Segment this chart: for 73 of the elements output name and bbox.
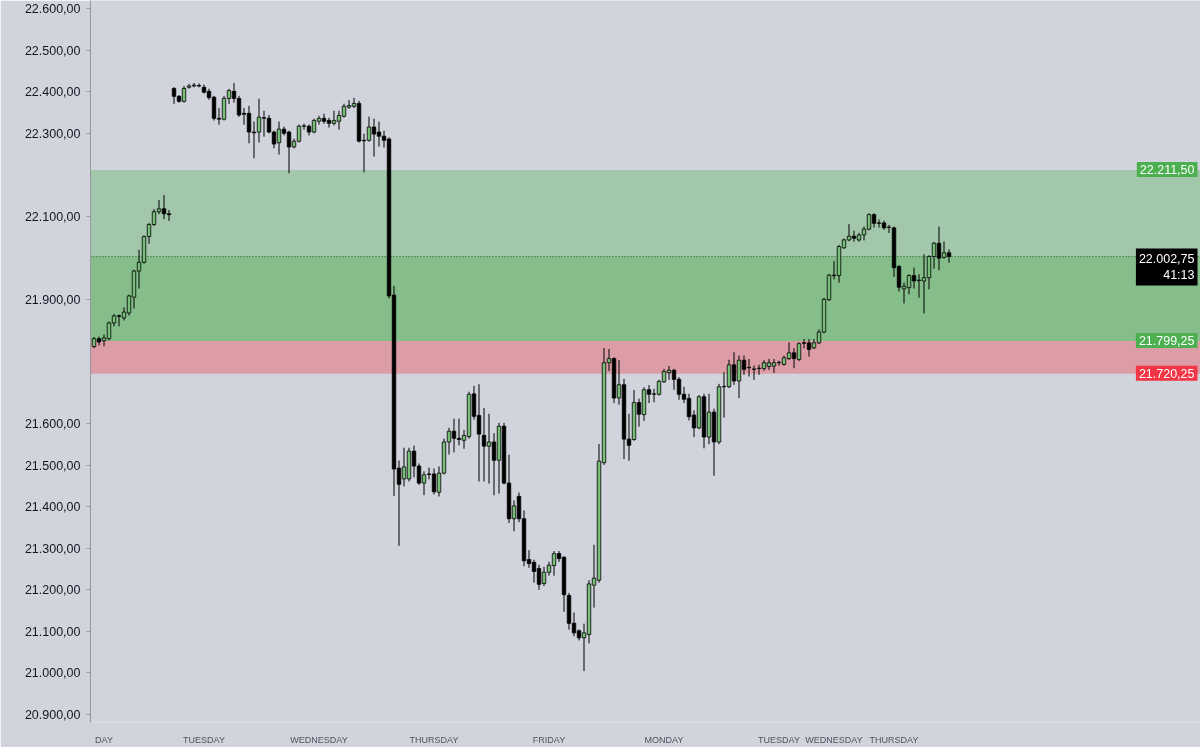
y-tick-label: 22.400,00 — [24, 85, 81, 100]
band-label: 21.799,25 — [1138, 334, 1195, 349]
x-tick-label: WEDNESDAY — [290, 734, 348, 745]
candlestick — [306, 124, 312, 136]
candlestick — [771, 358, 777, 373]
ref-line-label: 22.002,75 41:13 — [1138, 251, 1195, 283]
candlestick — [731, 352, 737, 385]
candlestick — [261, 110, 267, 137]
candlestick — [171, 87, 177, 104]
x-tick-label: TUESDAY — [183, 734, 225, 745]
candlestick — [186, 83, 192, 89]
y-tick-label: 21.400,00 — [24, 500, 81, 515]
candlestick — [476, 384, 482, 482]
y-tick-label: 22.300,00 — [24, 126, 81, 141]
x-tick-label: MONDAY — [644, 734, 684, 745]
candlestick — [96, 336, 102, 346]
y-tick-label: 22.600,00 — [24, 2, 81, 17]
candlestick — [551, 551, 557, 576]
band-label: 22.211,50 — [1139, 163, 1195, 177]
candlestick — [536, 564, 542, 590]
y-tick-label: 21.600,00 — [24, 417, 81, 432]
x-tick-label: THURSDAY — [409, 734, 459, 745]
y-tick-label: 21.900,00 — [24, 292, 81, 307]
candlestick — [936, 226, 942, 271]
candlestick — [806, 339, 812, 357]
y-tick-label: 21.300,00 — [24, 541, 81, 556]
x-tick-label: WEDNESDAY — [805, 734, 863, 745]
y-tick-label: 21.100,00 — [24, 624, 81, 639]
candlestick — [246, 105, 252, 144]
x-tick-label: THURSDAY — [869, 734, 919, 745]
candlestick — [431, 468, 437, 495]
y-tick-label: 21.000,00 — [24, 666, 81, 681]
x-tick-label: DAY — [95, 734, 113, 745]
y-tick-label: 21.200,00 — [24, 583, 81, 598]
candlestick — [371, 118, 377, 157]
candlestick — [531, 559, 537, 583]
candlestick — [336, 110, 342, 130]
candlestick — [451, 418, 457, 453]
candlestick — [851, 230, 857, 242]
candlestick — [481, 407, 487, 482]
candlestick — [756, 364, 762, 375]
y-tick-label: 22.500,00 — [24, 43, 81, 58]
candlestick — [541, 566, 547, 587]
candlestick — [331, 110, 337, 126]
candlestick — [911, 267, 917, 289]
y-tick-label: 20.900,00 — [24, 707, 81, 722]
candlestick — [201, 84, 207, 94]
x-tick-label: FRIDAY — [532, 734, 566, 745]
candlestick — [486, 413, 492, 484]
candlestick — [401, 447, 407, 487]
candlestick — [276, 121, 282, 155]
candlestick — [211, 95, 217, 121]
y-tick-label: 22.100,00 — [24, 209, 81, 224]
candlestick — [321, 113, 327, 124]
candlestick — [766, 358, 772, 370]
candlestick — [286, 130, 292, 174]
candlestick — [456, 418, 462, 446]
band-label: 21.720,25 — [1138, 366, 1195, 381]
candlestick — [366, 116, 372, 142]
candlestick — [256, 98, 262, 143]
x-tick-label: TUESDAY — [758, 734, 800, 745]
candlestick — [236, 95, 242, 117]
candlestick — [196, 83, 202, 88]
y-tick-label: 21.500,00 — [24, 458, 81, 473]
candlestick — [116, 314, 122, 327]
candlestick — [736, 355, 742, 399]
candlestick — [906, 274, 912, 295]
candlestick — [751, 365, 757, 380]
candlestick — [166, 209, 172, 221]
candlestick — [376, 121, 382, 147]
candlestick — [161, 195, 167, 220]
candlestick — [326, 117, 332, 128]
candlestick — [726, 359, 732, 389]
